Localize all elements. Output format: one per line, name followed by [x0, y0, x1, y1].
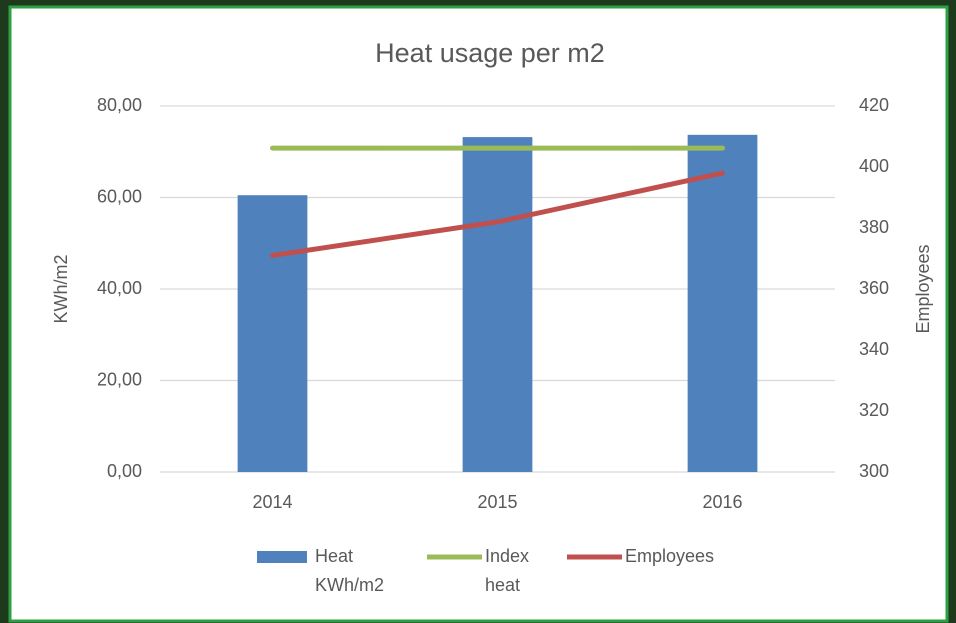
legend-label: Heat KWh/m2 [315, 546, 384, 595]
line-series [270, 170, 725, 258]
y2-tick-label: 300 [859, 461, 889, 481]
y-tick-label: 80,00 [97, 95, 142, 115]
y2-tick-label: 340 [859, 339, 889, 359]
legend-label: Index heat [485, 546, 529, 595]
legend-swatch [257, 551, 307, 563]
y-tick-label: 20,00 [97, 369, 142, 389]
bar [687, 134, 758, 472]
y2-tick-label: 320 [859, 400, 889, 420]
y-axis-title: KWh/m2 [51, 254, 71, 323]
bar [462, 137, 533, 473]
y2-tick-label: 400 [859, 156, 889, 176]
x-tick-label: 2014 [252, 492, 292, 512]
y2-tick-label: 360 [859, 278, 889, 298]
y2-tick-label: 420 [859, 95, 889, 115]
bar [237, 195, 308, 472]
x-tick-label: 2015 [477, 492, 517, 512]
x-tick-label: 2016 [702, 492, 742, 512]
legend-label: Employees [625, 546, 714, 566]
y2-tick-label: 380 [859, 217, 889, 237]
y-tick-label: 40,00 [97, 278, 142, 298]
chart-title: Heat usage per m2 [375, 38, 605, 68]
y2-axis-title: Employees [913, 244, 933, 333]
y-tick-label: 60,00 [97, 186, 142, 206]
y-tick-label: 0,00 [107, 461, 142, 481]
